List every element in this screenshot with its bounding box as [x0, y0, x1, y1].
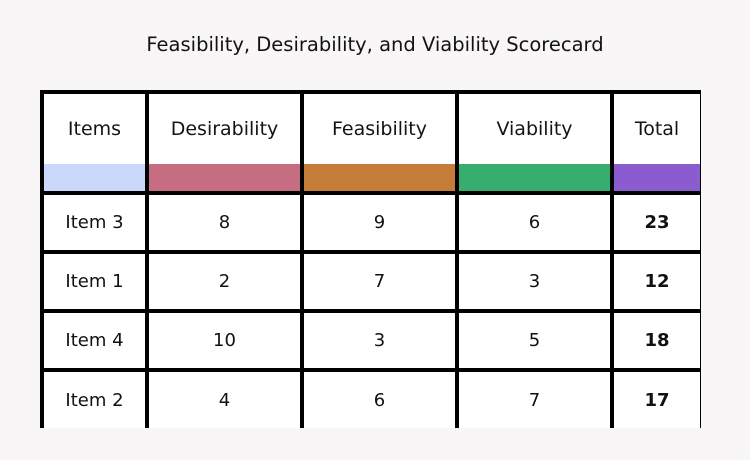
- viability-score: 5: [459, 313, 610, 368]
- page-title: Feasibility, Desirability, and Viability…: [146, 33, 604, 56]
- row-item-label: Item 1: [44, 254, 145, 309]
- header-desirability-label: Desirability: [170, 118, 279, 140]
- total-score: 17: [614, 372, 700, 428]
- desirability-score: 2: [149, 254, 300, 309]
- feasibility-score: 9: [304, 195, 455, 250]
- desirability-score: 10: [149, 313, 300, 368]
- row-item-label: Item 2: [44, 372, 145, 428]
- header-items: Items: [44, 94, 145, 191]
- row-item-label: Item 3: [44, 195, 145, 250]
- header-viability-color-bar: [459, 164, 610, 191]
- header-desirability: Desirability: [149, 94, 300, 191]
- row-item-label: Item 4: [44, 313, 145, 368]
- header-viability-label: Viability: [496, 118, 573, 140]
- header-items-label: Items: [67, 118, 122, 140]
- feasibility-score: 7: [304, 254, 455, 309]
- desirability-score: 8: [149, 195, 300, 250]
- feasibility-score: 6: [304, 372, 455, 428]
- header-feasibility-color-bar: [304, 164, 455, 191]
- total-score: 18: [614, 313, 700, 368]
- header-viability: Viability: [459, 94, 610, 191]
- viability-score: 7: [459, 372, 610, 428]
- header-total-color-bar: [614, 164, 700, 191]
- header-feasibility-label: Feasibility: [332, 118, 427, 140]
- scorecard-table: Items Desirability Feasibility Viability…: [40, 90, 701, 428]
- header-desirability-color-bar: [149, 164, 300, 191]
- viability-score: 6: [459, 195, 610, 250]
- feasibility-score: 3: [304, 313, 455, 368]
- header-items-color-bar: [44, 164, 145, 191]
- desirability-score: 4: [149, 372, 300, 428]
- header-total: Total: [614, 94, 700, 191]
- header-feasibility: Feasibility: [304, 94, 455, 191]
- viability-score: 3: [459, 254, 610, 309]
- total-score: 12: [614, 254, 700, 309]
- header-total-label: Total: [634, 118, 680, 140]
- total-score: 23: [614, 195, 700, 250]
